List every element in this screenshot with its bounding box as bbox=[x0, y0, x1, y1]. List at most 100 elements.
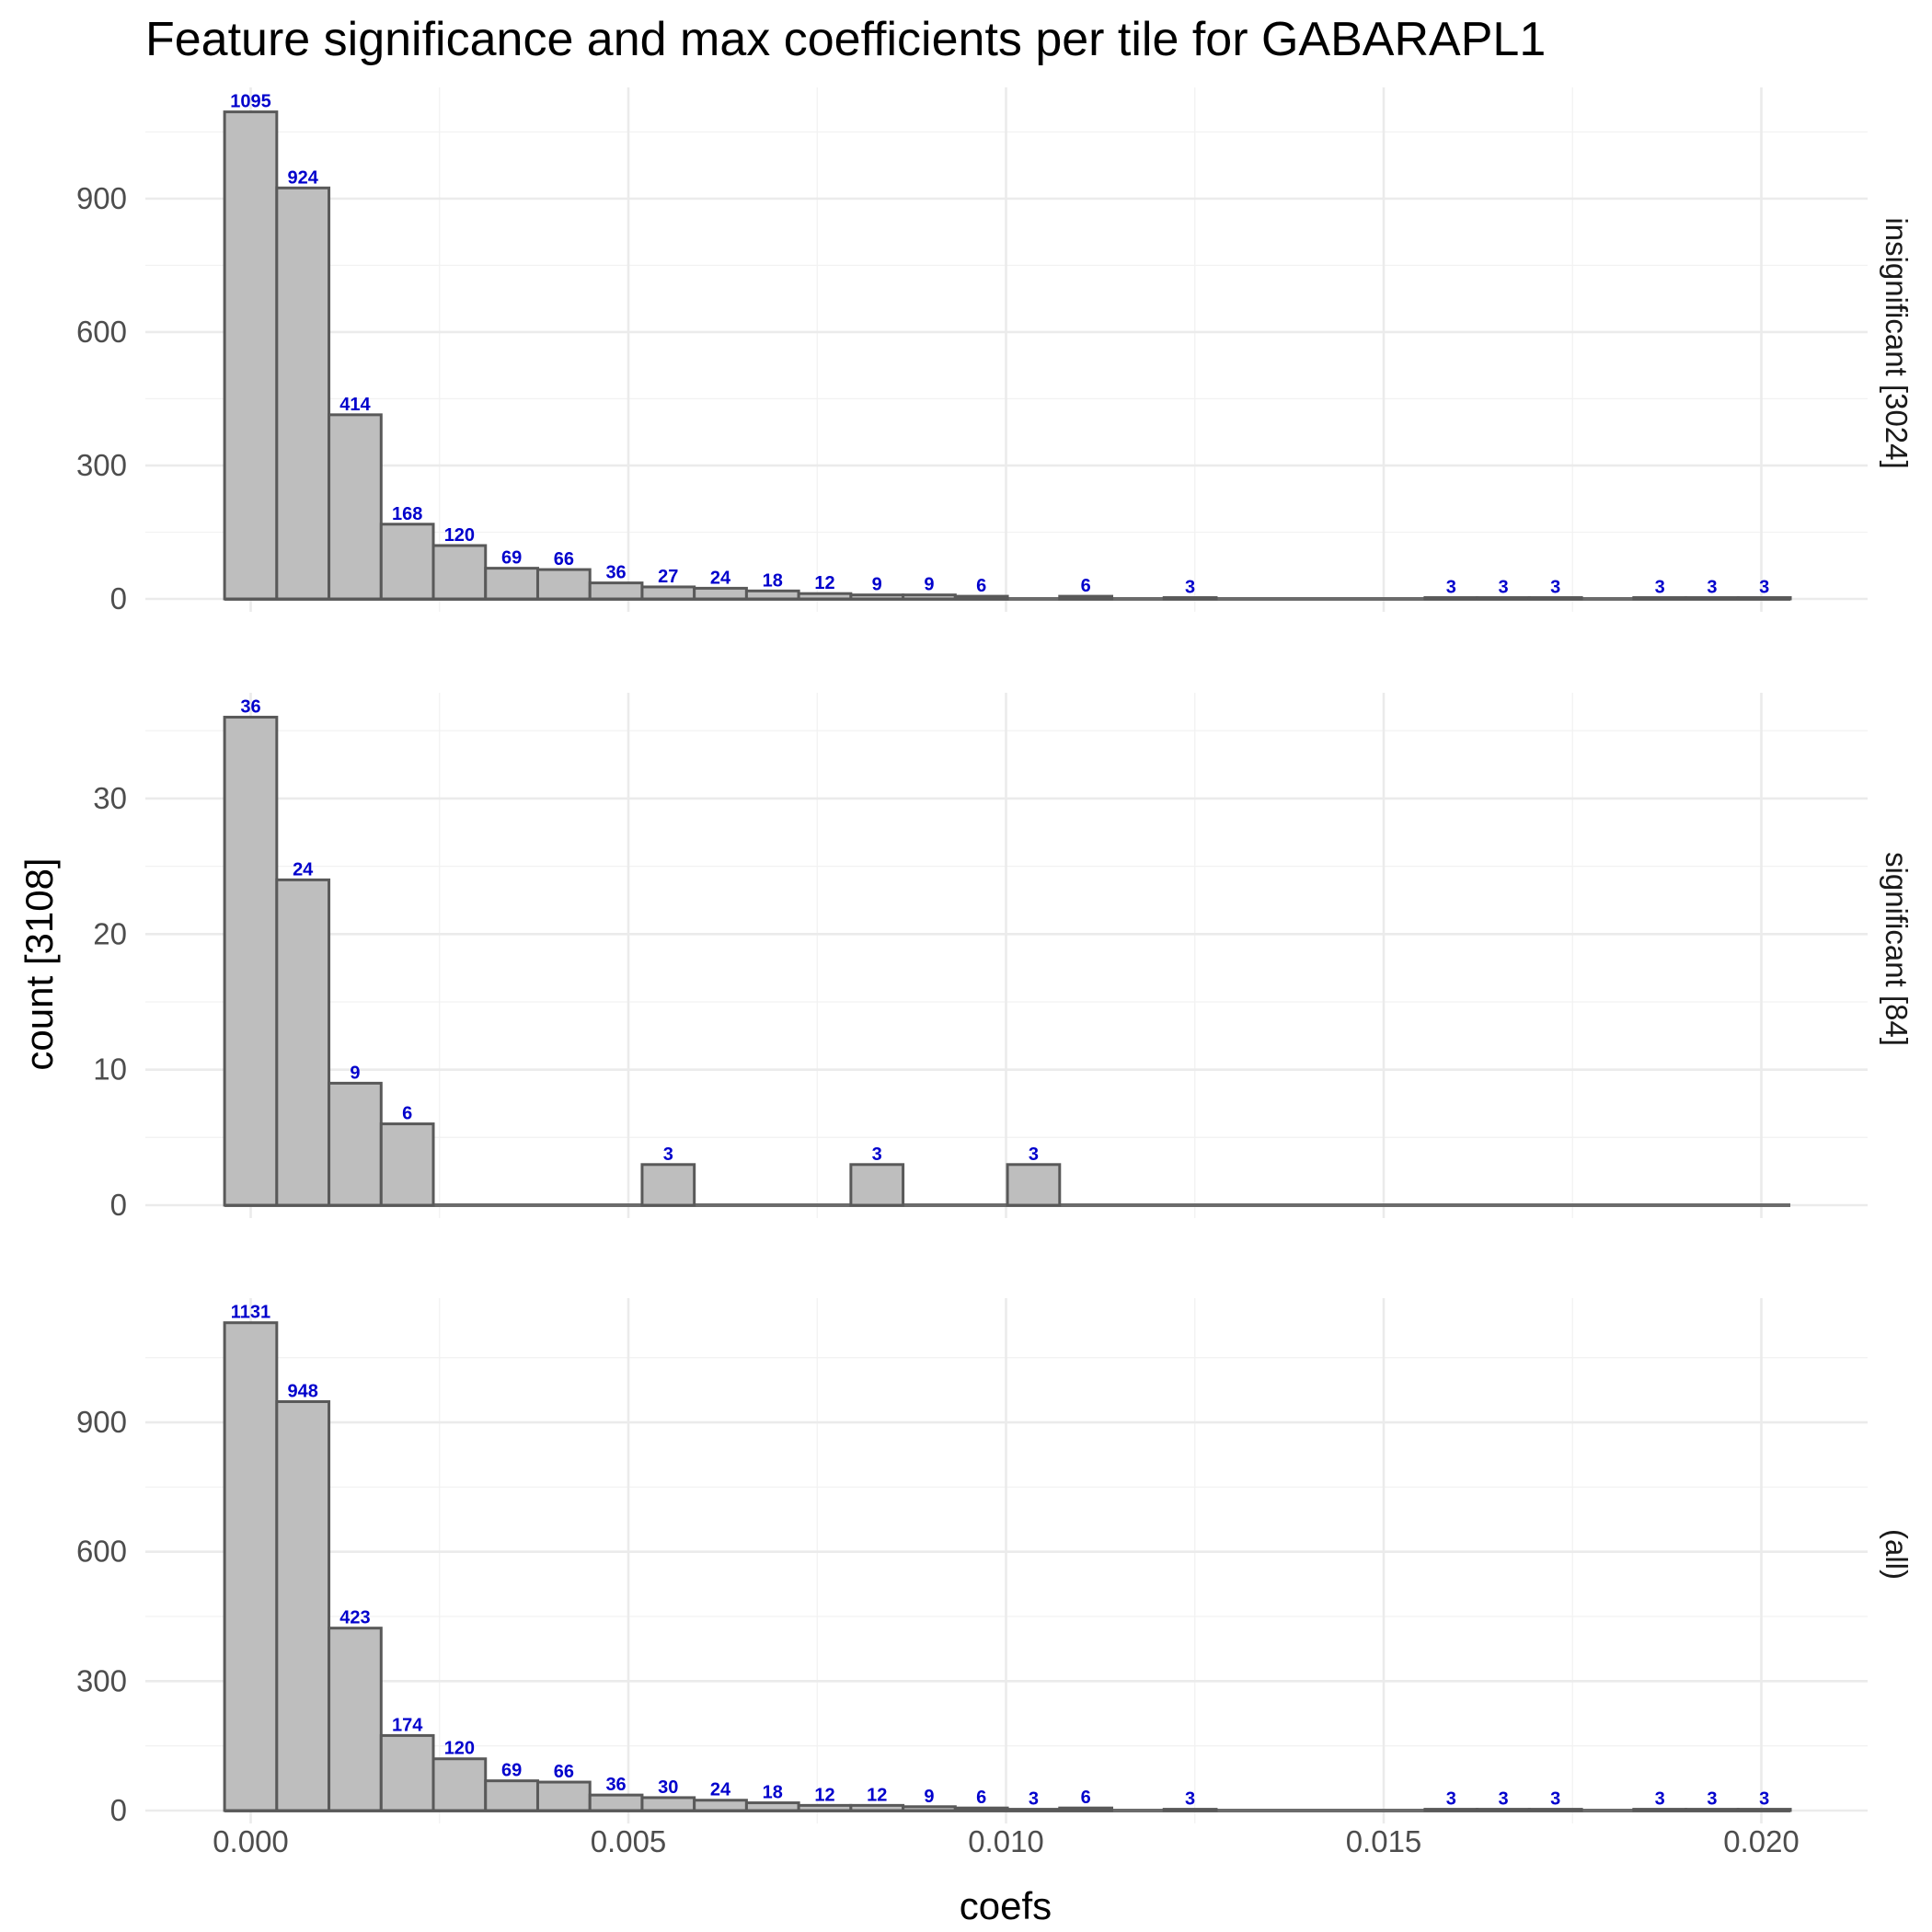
histogram-bar bbox=[902, 593, 957, 601]
histogram-bar bbox=[379, 1122, 435, 1207]
bar-count-label: 6 bbox=[1081, 576, 1091, 596]
histogram-bar bbox=[1527, 1808, 1583, 1812]
y-tick-label: 30 bbox=[93, 781, 127, 815]
histogram-bar bbox=[1685, 596, 1740, 601]
bar-count-label: 174 bbox=[392, 1715, 423, 1735]
y-tick-label: 0 bbox=[110, 1188, 127, 1222]
histogram-bar bbox=[1162, 596, 1218, 601]
histogram-bar bbox=[223, 1321, 279, 1812]
bar-count-label: 3 bbox=[1446, 1789, 1456, 1810]
histogram-bar bbox=[1162, 1808, 1218, 1812]
bar-count-label: 423 bbox=[339, 1608, 370, 1628]
bar-count-label: 12 bbox=[814, 1785, 834, 1805]
histogram-bar bbox=[1736, 1808, 1792, 1812]
histogram-bar bbox=[431, 544, 488, 601]
histogram-bar bbox=[275, 186, 331, 601]
histogram-bar bbox=[535, 1780, 592, 1812]
bar-count-label: 3 bbox=[663, 1144, 673, 1165]
y-tick-label: 600 bbox=[76, 1535, 127, 1569]
histogram-bar bbox=[1632, 596, 1688, 601]
histogram-bar bbox=[640, 585, 696, 601]
bar-count-label: 1131 bbox=[231, 1303, 270, 1323]
bar-count-label: 3 bbox=[1498, 1789, 1508, 1810]
x-tick-label: 0.005 bbox=[591, 1824, 667, 1858]
y-tick-label: 300 bbox=[76, 448, 127, 482]
bar-count-label: 27 bbox=[658, 567, 678, 587]
bar-count-label: 3 bbox=[1707, 578, 1717, 598]
bar-count-label: 66 bbox=[554, 1762, 574, 1782]
histogram-bar bbox=[379, 1733, 435, 1812]
bar-count-label: 3 bbox=[872, 1144, 882, 1165]
bar-count-label: 6 bbox=[402, 1104, 412, 1124]
y-axis-title: count [3108] bbox=[17, 857, 61, 1070]
bar-count-label: 12 bbox=[814, 573, 834, 593]
histogram-bar bbox=[484, 567, 539, 601]
histogram-bar bbox=[1058, 1806, 1114, 1812]
bar-count-label: 120 bbox=[444, 1739, 475, 1759]
histogram-bar bbox=[328, 1627, 383, 1812]
histogram-bar bbox=[1736, 596, 1792, 601]
histogram-bar bbox=[1527, 596, 1583, 601]
x-tick-label: 0.010 bbox=[968, 1824, 1044, 1858]
facet-strip-label: (all) bbox=[1880, 1529, 1914, 1580]
bar-count-label: 414 bbox=[339, 395, 371, 415]
x-tick-label: 0.000 bbox=[213, 1824, 289, 1858]
y-tick-label: 20 bbox=[93, 916, 127, 950]
histogram-bar bbox=[379, 523, 435, 601]
bar-count-label: 3 bbox=[1759, 1789, 1769, 1810]
chart-title: Feature significance and max coefficient… bbox=[145, 13, 1546, 66]
histogram-bar bbox=[1006, 1163, 1062, 1207]
histogram-bar bbox=[275, 1400, 331, 1812]
histogram-bar bbox=[328, 1081, 383, 1207]
bar-count-label: 66 bbox=[554, 549, 574, 569]
histogram-bar bbox=[1058, 594, 1114, 601]
y-tick-label: 0 bbox=[110, 581, 127, 615]
bar-count-label: 3 bbox=[1029, 1789, 1039, 1810]
histogram-bar bbox=[1685, 1808, 1740, 1812]
bar-count-label: 6 bbox=[976, 576, 986, 596]
histogram-bar bbox=[484, 1779, 539, 1812]
x-axis: 0.000 0.005 0.010 0.015 0.020 bbox=[213, 1824, 1800, 1858]
histogram-bar bbox=[1632, 1808, 1688, 1812]
bar-count-label: 24 bbox=[710, 1780, 731, 1800]
bar-count-label: 3 bbox=[1550, 578, 1560, 598]
histogram-bar bbox=[588, 581, 644, 601]
histogram-bar bbox=[953, 594, 1009, 601]
bar-count-label: 9 bbox=[350, 1063, 360, 1083]
histogram-bar bbox=[849, 593, 905, 601]
histogram-bar bbox=[693, 1799, 748, 1812]
facet-strip-label: insignificant [3024] bbox=[1880, 217, 1914, 468]
bar-count-label: 9 bbox=[924, 1787, 934, 1807]
histogram-bar bbox=[1006, 1808, 1062, 1812]
bar-count-label: 6 bbox=[976, 1788, 986, 1808]
bar-count-label: 6 bbox=[1081, 1788, 1091, 1808]
bar-count-label: 36 bbox=[605, 563, 626, 583]
histogram-bar bbox=[849, 1803, 905, 1812]
y-tick-label: 600 bbox=[76, 315, 127, 349]
histogram-bar bbox=[640, 1163, 696, 1207]
bar-count-label: 30 bbox=[658, 1777, 678, 1798]
bar-count-label: 24 bbox=[710, 568, 731, 588]
x-tick-label: 0.015 bbox=[1346, 1824, 1422, 1858]
histogram-bar bbox=[1476, 596, 1531, 601]
bar-count-label: 3 bbox=[1655, 1789, 1665, 1810]
histogram-bar bbox=[431, 1757, 488, 1812]
bar-count-label: 948 bbox=[288, 1382, 318, 1402]
facet-panel-2: 0 10 20 30 36 24 9 6 3 3 3 significant [84] bbox=[93, 693, 1914, 1222]
y-tick-label: 300 bbox=[76, 1663, 127, 1697]
bar-count-label: 36 bbox=[605, 1775, 626, 1795]
histogram-bar bbox=[640, 1796, 696, 1812]
x-axis-title: coefs bbox=[960, 1884, 1052, 1927]
histogram-bar bbox=[797, 592, 853, 601]
histogram-bar bbox=[223, 110, 279, 601]
histogram-bar bbox=[902, 1805, 957, 1812]
histogram-bar bbox=[849, 1163, 905, 1207]
bar-count-label: 3 bbox=[1498, 578, 1508, 598]
bar-count-label: 3 bbox=[1029, 1144, 1039, 1165]
histogram-bar bbox=[223, 716, 279, 1207]
bar-count-label: 9 bbox=[924, 575, 934, 595]
